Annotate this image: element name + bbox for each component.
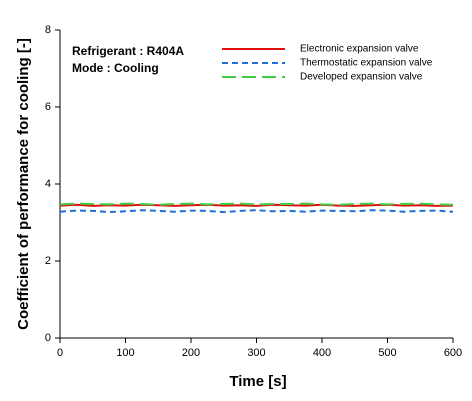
x-tick-label: 200 bbox=[182, 347, 200, 359]
y-tick-label: 2 bbox=[45, 255, 51, 267]
x-axis-label: Time [s] bbox=[229, 373, 286, 390]
y-tick-label: 6 bbox=[45, 101, 51, 113]
y-axis-label: Coefficient of performance for cooling [… bbox=[15, 38, 32, 330]
series-line bbox=[59, 202, 454, 206]
series-line bbox=[59, 209, 454, 214]
legend-label: Thermostatic expansion valve bbox=[300, 58, 433, 69]
annotation: Mode : Cooling bbox=[72, 61, 159, 75]
series-line bbox=[59, 203, 454, 207]
legend-label: Developed expansion valve bbox=[300, 72, 423, 83]
x-tick-label: 0 bbox=[57, 347, 63, 359]
annotation: Refrigerant : R404A bbox=[72, 44, 184, 58]
x-tick-label: 600 bbox=[444, 347, 462, 359]
x-tick-label: 300 bbox=[247, 347, 265, 359]
x-tick-label: 400 bbox=[313, 347, 331, 359]
x-tick-label: 500 bbox=[378, 347, 396, 359]
y-tick-label: 0 bbox=[45, 332, 51, 344]
y-tick-label: 8 bbox=[45, 24, 51, 36]
y-tick-label: 4 bbox=[45, 178, 51, 190]
legend-label: Electronic expansion valve bbox=[300, 44, 419, 55]
x-tick-label: 100 bbox=[116, 347, 134, 359]
